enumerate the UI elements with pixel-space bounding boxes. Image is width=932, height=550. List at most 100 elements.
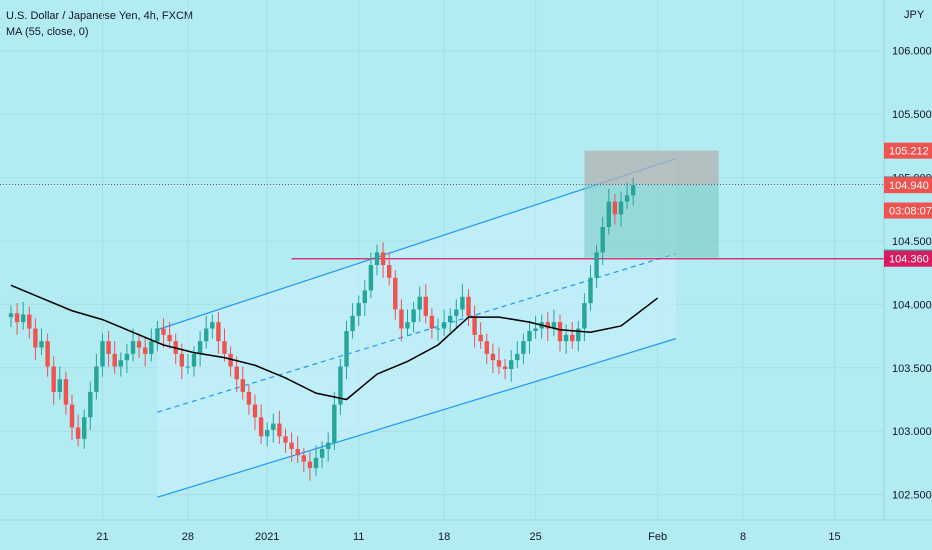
candle-body <box>527 331 532 342</box>
candle-body <box>588 277 593 304</box>
time-tick-label: 11 <box>353 531 364 543</box>
price-tag-bg <box>884 177 932 194</box>
candle-body <box>332 404 337 443</box>
price-tag: 105.212 <box>884 142 932 159</box>
candle-body <box>271 423 276 430</box>
candle-body <box>130 341 136 354</box>
candle-body <box>344 331 349 367</box>
candle-body <box>277 423 282 437</box>
candle-body <box>143 347 148 354</box>
time-tick-label: 21 <box>96 531 108 543</box>
time-tick-label: 8 <box>740 531 746 543</box>
candle-body <box>612 201 618 215</box>
candle-body <box>624 195 630 202</box>
candle-body <box>374 252 380 266</box>
candle-body <box>295 448 300 456</box>
candle-body <box>435 328 441 330</box>
candle-body <box>289 442 294 449</box>
grid <box>0 0 884 520</box>
candle-body <box>94 366 99 392</box>
candle-body <box>399 309 404 329</box>
candle-body <box>441 322 447 329</box>
candle-body <box>356 303 361 316</box>
price-labels: 105.212104.945104.94003:08:07104.369104.… <box>884 142 932 267</box>
time-tick-label: 18 <box>438 531 450 543</box>
candle-body <box>106 341 111 354</box>
candle-body <box>429 315 435 329</box>
moving-average-line <box>10 284 659 401</box>
candle-body <box>185 366 191 368</box>
candle-body <box>45 341 50 367</box>
candle-body <box>338 366 343 405</box>
price-tick-label: 106.000 <box>892 46 932 58</box>
candle-body <box>350 315 355 332</box>
candle-body <box>490 353 496 361</box>
candle-body <box>14 313 20 323</box>
price-tick-label: 103.000 <box>892 426 932 438</box>
candle-body <box>582 303 587 329</box>
price-tick-label: 102.500 <box>892 490 932 502</box>
candle-body <box>301 455 306 462</box>
candle-body <box>112 353 117 367</box>
candle-body <box>265 429 270 437</box>
chart-legend: U.S. Dollar / Japanese Yen, 4h, FXCM MA … <box>6 8 193 40</box>
candle-body <box>75 427 81 439</box>
candle-body <box>570 334 575 342</box>
candle-body <box>405 322 410 329</box>
price-tick-label: 105.500 <box>892 109 932 121</box>
candle-body <box>246 391 252 405</box>
channel-lower-line[interactable] <box>157 338 677 498</box>
candle-body <box>478 334 483 342</box>
stop-loss-zone[interactable] <box>584 150 719 185</box>
price-axis[interactable]: 102.500103.000103.500104.000104.500105.0… <box>892 46 932 502</box>
price-tag-bg <box>884 202 932 219</box>
time-tick-label: Feb <box>648 531 667 543</box>
candle-body <box>509 360 514 370</box>
time-axis[interactable]: 21 28 2021 11 18 25 Feb 8 15 <box>96 531 840 543</box>
short-position-tool[interactable] <box>584 150 719 258</box>
price-tag-label: 104.940 <box>889 180 929 192</box>
candle-body <box>283 436 288 443</box>
candle-body <box>118 360 123 367</box>
candle-body <box>216 322 221 342</box>
indicator-label[interactable]: MA (55, close, 0) <box>6 26 89 38</box>
candle-body <box>496 360 502 367</box>
candle-body <box>136 341 142 348</box>
candle-body <box>63 379 69 405</box>
candle-body <box>124 353 130 361</box>
candle-body <box>240 379 245 392</box>
price-tag: 03:08:07 <box>884 202 932 219</box>
price-tag-bg <box>884 142 932 159</box>
candle-body <box>515 353 520 361</box>
candle-body <box>411 309 416 323</box>
candle-body <box>8 313 14 318</box>
candle-body <box>606 201 611 228</box>
candle-body <box>600 227 605 253</box>
candle-body <box>454 309 459 316</box>
candle-body <box>387 265 392 278</box>
symbol-title[interactable]: U.S. Dollar / Japanese Yen, 4h, FXCM <box>6 10 194 22</box>
price-tag: 104.360 <box>884 250 932 267</box>
candle-body <box>423 296 428 316</box>
candle-body <box>484 341 489 354</box>
candle-body <box>380 252 386 266</box>
candle-body <box>545 322 550 329</box>
candle-body <box>155 328 160 342</box>
time-tick-label: 2021 <box>255 531 279 543</box>
candle-body <box>57 379 62 392</box>
candle-body <box>631 185 636 196</box>
candle-body <box>191 353 197 367</box>
candle-body <box>563 334 569 342</box>
time-tick-label: 15 <box>828 531 840 543</box>
candle-body <box>258 417 264 437</box>
horizontal-line[interactable] <box>0 184 884 260</box>
candle-body <box>533 328 538 332</box>
candle-body <box>557 322 563 342</box>
candle-body <box>313 457 319 468</box>
currency-label: JPY <box>904 9 925 21</box>
candle-body <box>82 417 87 439</box>
candle-body <box>472 315 477 335</box>
candle-body <box>576 328 581 342</box>
candle-body <box>368 265 374 291</box>
